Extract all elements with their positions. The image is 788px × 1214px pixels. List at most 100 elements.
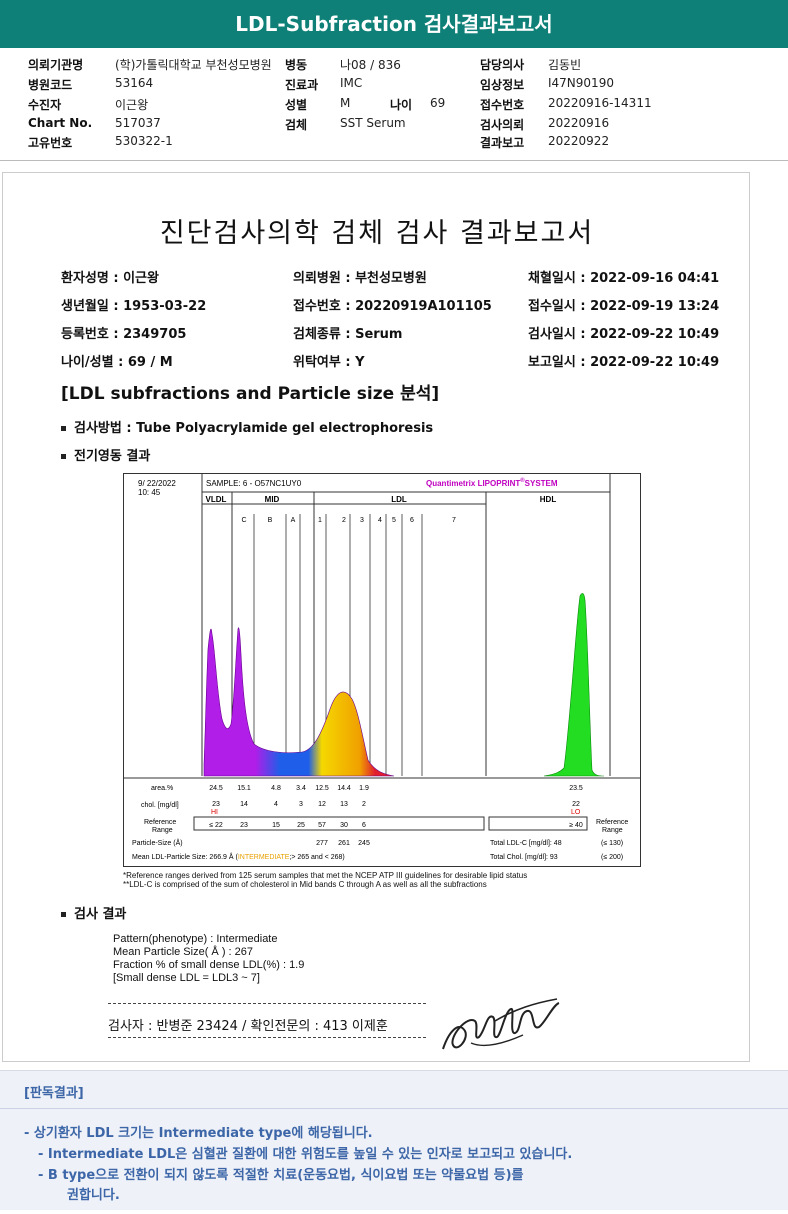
band-label-2: 2 <box>342 517 346 524</box>
label-age: 나이 <box>390 98 413 112</box>
info-test-time: 검사일시 : 2022-09-22 10:49 <box>528 327 720 342</box>
interpretation-panel: [판독결과] - 상기환자 LDL 크기는 Intermediate type에… <box>0 1070 788 1210</box>
signature-rule-top <box>108 1003 426 1004</box>
area-value: 14.4 <box>337 785 351 792</box>
row-label-chol: chol. [mg/dl] <box>141 802 179 809</box>
band-label-a: A <box>291 517 296 524</box>
chart-time: 10: 45 <box>138 488 161 497</box>
hdl-profile-curve <box>543 593 605 777</box>
chol-value: 4 <box>274 801 278 808</box>
interpretation-title: [판독결과] <box>24 1086 84 1101</box>
chol-value: 12 <box>318 801 326 808</box>
value-sex: M <box>340 96 351 110</box>
band-label-3: 3 <box>360 517 364 524</box>
band-label-7: 7 <box>452 517 456 524</box>
area-value: 23.5 <box>569 785 583 792</box>
scanned-report: 진단검사의학 검체 검사 결과보고서 환자성명 : 이근왕 의뢰병원 : 부천성… <box>2 172 750 1062</box>
header-divider <box>0 160 788 161</box>
ref-value: ≤ 22 <box>209 822 223 829</box>
info-consignment: 위탁여부 : Y <box>293 355 365 370</box>
particle-size-value: 261 <box>338 840 350 847</box>
lipoprint-chart: 9/ 22/2022 10: 45 SAMPLE: 6 - O57NC1UY0 … <box>123 473 641 867</box>
info-hospital: 의뢰병원 : 부천성모병원 <box>293 271 427 286</box>
info-receipt-time: 접수일시 : 2022-09-19 13:24 <box>528 299 720 314</box>
bullet-dot <box>61 454 66 459</box>
result-small-dense: [Small dense LDL = LDL3 ~ 7] <box>113 972 260 984</box>
info-registration-no: 등록번호 : 2349705 <box>61 327 187 342</box>
ref-value: 6 <box>362 822 366 829</box>
band-label-b: B <box>268 517 273 524</box>
value-dept: IMC <box>340 76 363 90</box>
total-chol: Total Chol. [mg/dl]: 93 <box>490 854 558 861</box>
total-chol-ref: (≤ 200) <box>601 854 623 861</box>
bullet-dot <box>61 426 66 431</box>
chol-value: 23 <box>212 801 220 808</box>
ref-values: ≤ 22 23 15 25 57 30 6 ≥ 40 <box>209 822 583 829</box>
electro-text: 전기영동 결과 <box>74 449 151 464</box>
ref-value: 23 <box>240 822 248 829</box>
value-clinical-info: I47N90190 <box>548 76 614 90</box>
value-age: 69 <box>430 96 446 110</box>
info-patient-name: 환자성명 : 이근왕 <box>61 271 159 286</box>
chart-date: 9/ 22/2022 <box>138 479 176 488</box>
row-label-area: area.% <box>151 785 173 792</box>
value-report-date: 20220922 <box>548 134 610 148</box>
band-label-c: C <box>241 517 246 524</box>
label-unique-no: 고유번호 <box>28 136 73 150</box>
chol-values: 23 14 4 3 12 13 2 22 <box>212 801 580 808</box>
label-hospital-code: 병원코드 <box>28 78 73 92</box>
footnote-2: **LDL-C is comprised of the sum of chole… <box>123 880 487 889</box>
group-label-vldl: VLDL <box>206 495 227 504</box>
result-pattern: Pattern(phenotype) : Intermediate <box>113 933 278 945</box>
lo-flag: LO <box>571 809 581 816</box>
chol-value: 13 <box>340 801 348 808</box>
label-institution: 의뢰기관명 <box>28 58 84 72</box>
method-text: 검사방법 : Tube Polyacrylamide gel electroph… <box>74 421 434 436</box>
value-request-date: 20220916 <box>548 116 610 130</box>
info-report-time: 보고일시 : 2022-09-22 10:49 <box>528 355 720 370</box>
chart-sample: SAMPLE: 6 - O57NC1UY0 <box>206 479 302 488</box>
label-doctor: 담당의사 <box>480 58 525 72</box>
mean-size-line: Mean LDL-Particle Size: 266.9 Å (INTERME… <box>132 852 345 861</box>
total-ldl: Total LDL-C [mg/dl]: 48 <box>490 840 562 847</box>
electro-line: 전기영동 결과 <box>61 445 150 464</box>
interpretation-divider <box>0 1108 788 1109</box>
value-doctor: 김동빈 <box>548 58 582 72</box>
area-value: 1.9 <box>359 785 369 792</box>
value-ward: 나08 / 836 <box>340 58 401 72</box>
result-fraction: Fraction % of small dense LDL(%) : 1.9 <box>113 959 305 971</box>
label-report-date: 결과보고 <box>480 136 525 150</box>
info-receipt-no: 접수번호 : 20220919A101105 <box>293 299 492 314</box>
band-label-1: 1 <box>318 517 322 524</box>
result-mean-size: Mean Particle Size( Å ) : 267 <box>113 946 254 958</box>
band-label-6: 6 <box>410 517 414 524</box>
area-value: 15.1 <box>237 785 251 792</box>
value-receipt-no: 20220916-14311 <box>548 96 652 110</box>
ref-value: ≥ 40 <box>569 822 583 829</box>
label-ward: 병동 <box>285 58 308 72</box>
particle-label: Particle-Size (Å) <box>132 838 183 847</box>
group-label-mid: MID <box>265 495 280 504</box>
info-collection-time: 채혈일시 : 2022-09-16 04:41 <box>528 271 720 286</box>
hi-flag: HI <box>211 809 218 816</box>
result-heading: 검사 결과 <box>74 907 127 922</box>
value-unique-no: 530322-1 <box>115 134 173 148</box>
curves <box>203 593 605 777</box>
chol-value: 3 <box>299 801 303 808</box>
label-chart-no: Chart No. <box>28 116 93 130</box>
interpretation-line-3: - B type으로 전환이 되지 않도록 적절한 치료(운동요법, 식이요법 … <box>38 1168 524 1183</box>
chol-value: 22 <box>572 801 580 808</box>
result-heading-line: 검사 결과 <box>61 903 126 922</box>
value-specimen: SST Serum <box>340 116 406 130</box>
chart-brand: Quantimetrix LIPOPRINT®SYSTEM <box>426 477 558 488</box>
value-patient: 이근왕 <box>115 98 149 112</box>
ref-box-left <box>193 816 485 831</box>
doctor-signature <box>442 998 560 1050</box>
hdl-ref-label1: Reference <box>596 819 628 826</box>
label-dept: 진료과 <box>285 78 319 92</box>
label-clinical-info: 임상정보 <box>480 78 525 92</box>
label-receipt-no: 접수번호 <box>480 98 525 112</box>
examiner-line: 검사자 : 반병준 23424 / 확인전문의 : 413 이제훈 <box>108 1019 388 1034</box>
info-age-sex: 나이/성별 : 69 / M <box>61 355 173 370</box>
footnote-1: *Reference ranges derived from 125 serum… <box>123 871 528 880</box>
